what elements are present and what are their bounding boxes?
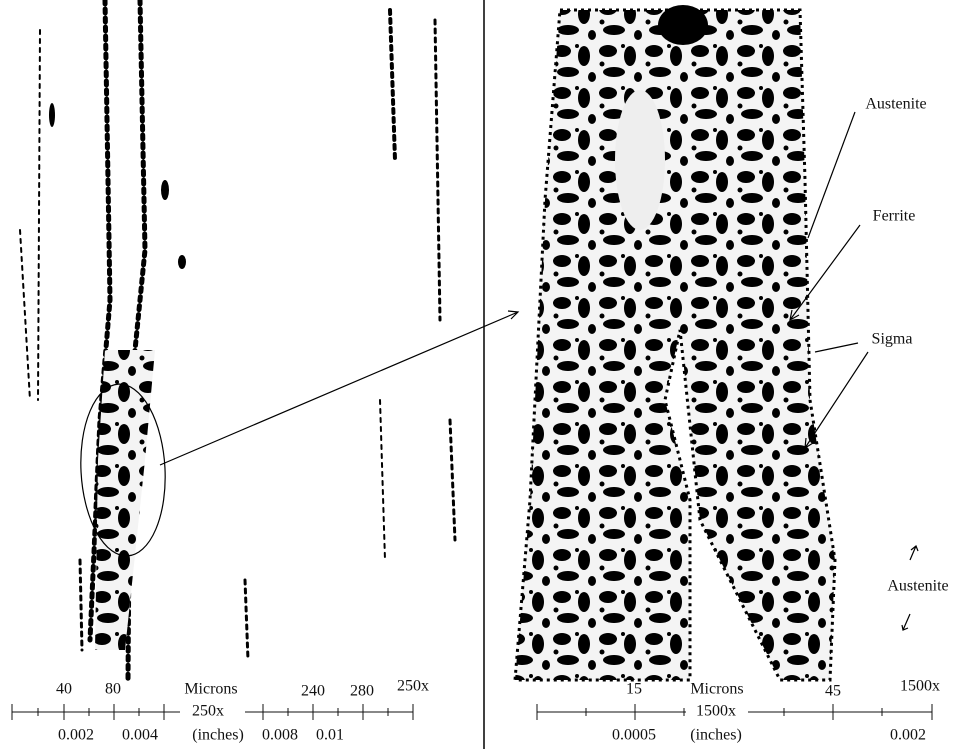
annotation: Austenite <box>887 578 948 595</box>
scale-left: 40 80 Microns 240 280 250x 250x 0.002 0.… <box>12 678 429 744</box>
magnification: 1500x <box>900 678 940 695</box>
annotation: Ferrite <box>873 208 916 225</box>
annotation: Sigma <box>872 331 913 348</box>
inch-label: 0.01 <box>316 727 344 744</box>
scale-magnification: 1500x <box>696 703 736 720</box>
micron-label: 40 <box>56 681 72 698</box>
scale-right: 15 Microns 45 1500x 1500x 0.0005 (inches… <box>537 678 940 744</box>
figure: 40 80 Microns 240 280 250x 250x 0.002 0.… <box>0 0 962 749</box>
annotation: Austenite <box>865 96 926 113</box>
left-micrograph <box>20 0 455 680</box>
scale-magnification: 250x <box>192 703 224 720</box>
inches-label: (inches) <box>690 727 742 744</box>
microns-label: Microns <box>690 681 743 698</box>
inches-label: (inches) <box>192 727 244 744</box>
microns-label: Microns <box>184 681 237 698</box>
inch-label: 0.0005 <box>612 727 656 744</box>
annotations: Austenite Ferrite Sigma Austenite <box>865 96 948 595</box>
right-micrograph <box>515 5 835 680</box>
inch-label: 0.002 <box>890 727 926 744</box>
inch-label: 0.004 <box>122 727 158 744</box>
inch-label: 0.002 <box>58 727 94 744</box>
micron-label: 15 <box>626 681 642 698</box>
micron-label: 80 <box>105 681 121 698</box>
micron-label: 280 <box>350 683 374 700</box>
micron-label: 45 <box>825 683 841 700</box>
magnification: 250x <box>397 678 429 695</box>
inch-label: 0.008 <box>262 727 298 744</box>
micron-label: 240 <box>301 683 325 700</box>
